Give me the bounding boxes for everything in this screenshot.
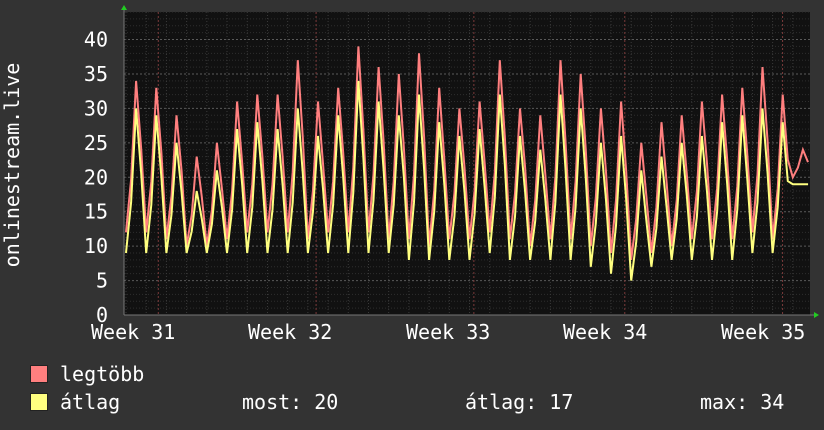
y-tick-label: 5 [96,269,108,293]
y-tick-label: 30 [84,96,108,120]
x-tick-label: Week 33 [406,320,490,344]
stat-max: max: 34 [700,390,785,414]
x-tick-label: Week 34 [563,320,647,344]
y-tick-label: 40 [84,28,108,52]
series-line-avg [125,80,808,281]
y-tick-label: 0 [96,303,108,327]
legend-label-avg: átlag [60,390,121,414]
legend-item-max: legtöbb [30,362,144,386]
x-tick-label: Week 31 [91,320,175,344]
stat-average: átlag: 17 [465,390,574,414]
y-tick-label: 20 [84,165,108,189]
x-tick-label: Week 35 [721,320,805,344]
series-line-max [125,46,809,261]
legend-label-max: legtöbb [60,362,145,386]
x-tick-label: Week 32 [248,320,332,344]
x-axis-arrow [814,312,819,318]
y-tick-label: 10 [84,234,108,258]
y-axis-arrow [121,5,127,10]
y-tick-label: 35 [84,62,108,86]
y-tick-label: 15 [84,200,108,224]
y-axis-title: onlinestream.live [0,63,24,268]
stat-now: most: 20 [242,390,339,414]
legend-swatch-max [30,365,48,383]
legend-swatch-avg [30,393,48,411]
legend-item-avg: átlag [30,390,120,414]
y-tick-label: 25 [84,131,108,155]
